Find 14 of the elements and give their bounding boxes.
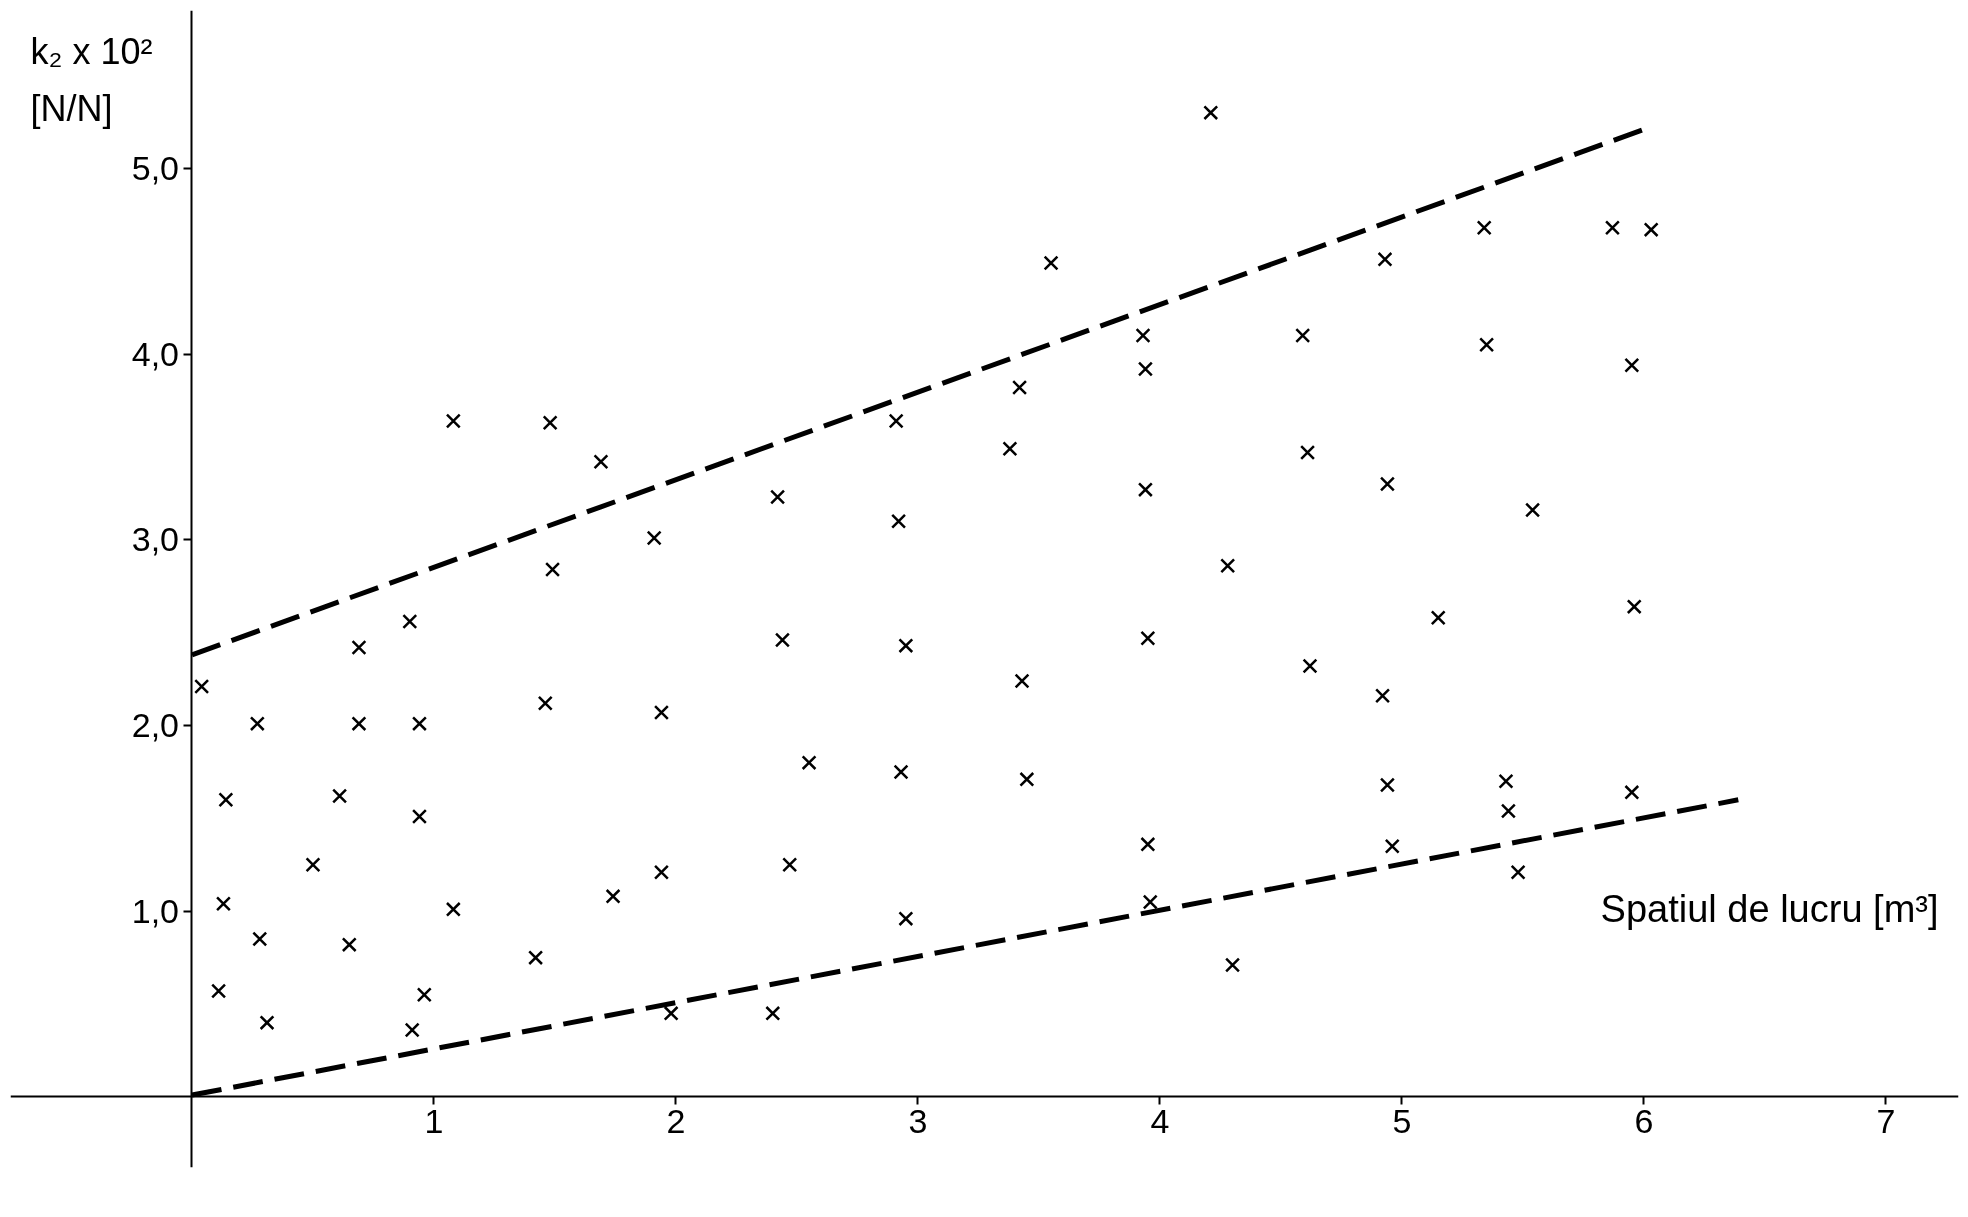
x-tick-label: 7 <box>1876 1101 1896 1140</box>
x-axis-title: Spatiul de lucru [m³] <box>1600 887 1939 930</box>
x-tick-label: 6 <box>1634 1101 1654 1140</box>
y-tick-label: 1,0 <box>131 891 179 930</box>
x-tick-label: 1 <box>424 1101 444 1140</box>
x-tick-label: 3 <box>908 1101 928 1140</box>
y-tick-label: 3,0 <box>131 520 179 559</box>
x-tick-label: 2 <box>666 1101 686 1140</box>
x-tick-label: 5 <box>1392 1101 1412 1140</box>
y-tick-label: 5,0 <box>131 148 179 187</box>
y-axis-title: k₂ x 10² [N/N] <box>30 30 153 129</box>
x-tick-label: 4 <box>1150 1101 1170 1140</box>
y-tick-label: 4,0 <box>131 334 179 373</box>
y-tick-label: 2,0 <box>131 706 179 744</box>
